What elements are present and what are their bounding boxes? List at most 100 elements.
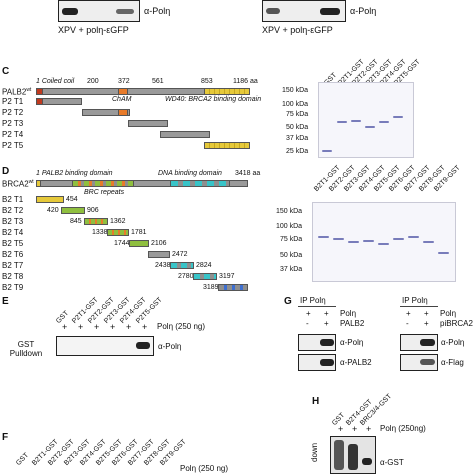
d-gel-band-4 (363, 240, 374, 242)
p2t3-bar (128, 120, 168, 127)
c-marker-50: 50 kDa (286, 124, 309, 131)
g-r-r2-c1: - (406, 319, 409, 328)
c-gel-band-p2t1 (337, 121, 347, 123)
panel-d-letter: D (2, 166, 10, 177)
g-ip-right: IP Polη (402, 296, 428, 305)
panel-f-letter: F (2, 432, 9, 443)
top-left-blot (58, 0, 140, 22)
h-band-lane1 (334, 440, 344, 470)
d-gel-band-3 (348, 241, 359, 243)
d-marker-75: 75 kDa (280, 236, 303, 243)
c-gel-band-p2t5 (393, 116, 403, 118)
c-marker-25: 25 kDa (286, 148, 309, 155)
panel-c-row-1: P2 T1 (2, 97, 24, 106)
h-blot-label: α-GST (380, 458, 404, 467)
g-l-r2-c2: + (324, 319, 329, 328)
g-right-band-2 (420, 359, 435, 365)
b2t6-bar (148, 251, 170, 258)
top-right-blot (262, 0, 346, 22)
g-right-blot-label-1: α-Polη (441, 338, 465, 347)
top-left-caption: XPV + polη-εGFP (58, 25, 129, 35)
panel-d-row-9: B2 T9 (2, 283, 24, 292)
top-right-band (266, 8, 280, 14)
b2t3-start: 845 (70, 218, 82, 225)
top-right-blot-label: α-Polη (350, 6, 377, 16)
g-l-r2-c1: - (306, 319, 309, 328)
c-marker-100: 100 kDa (282, 101, 309, 108)
b2t8-bar (193, 273, 217, 280)
p2t5-bar (204, 142, 250, 149)
g-left-band-2 (320, 359, 334, 366)
f-treatment: Polη (250 ng) (180, 464, 229, 473)
b2t4-bar (107, 229, 129, 236)
panel-c-letter: C (2, 66, 10, 77)
e-treatment: Polη (250 ng) (157, 322, 206, 331)
panel-c-pos-853: 853 (201, 78, 213, 85)
b2t8-end: 3197 (219, 273, 235, 280)
panel-c-row-3: P2 T3 (2, 119, 24, 128)
panel-d-row-3: B2 T3 (2, 217, 24, 226)
g-left-band-1 (320, 339, 334, 346)
c-marker-75: 75 kDa (286, 111, 309, 118)
h-band-lane2 (348, 444, 358, 470)
c-gel-band-gst (322, 150, 332, 152)
g-l-r1-name: Polη (340, 309, 357, 318)
panel-d-row-5: B2 T5 (2, 239, 24, 248)
b2t4-end: 1781 (131, 229, 147, 236)
panel-d-row-8: B2 T8 (2, 272, 24, 281)
g-ip-left: IP Polη (300, 296, 326, 305)
g-left-blot-label-1: α-Polη (340, 338, 364, 347)
panel-d-domain-dna: DNA binding domain (158, 170, 222, 177)
d-marker-150: 150 kDa (276, 208, 303, 215)
d-gel-band-8 (423, 241, 434, 243)
c-gel-band-p2t4 (379, 121, 389, 123)
panel-c-wt-sup: wt (26, 87, 32, 93)
g-l-r1-c1: + (306, 309, 311, 318)
panel-c-domain-wd40: WD40: BRCA2 binding domain (165, 96, 262, 103)
panel-c-pos-372: 372 (118, 78, 130, 85)
b2t2-bar (61, 207, 85, 214)
panel-e-letter: E (2, 296, 9, 307)
panel-d-row-1: B2 T1 (2, 195, 24, 204)
panel-d-length: 3418 aa (235, 170, 261, 177)
d-gel-band-7 (408, 236, 419, 238)
e-plus-2: + (94, 322, 100, 332)
e-plus-5: + (142, 322, 148, 332)
e-plus-0: + (62, 322, 68, 332)
e-plus-1: + (78, 322, 84, 332)
panel-c-row-4: P2 T4 (2, 130, 24, 139)
b2t9-start: 3189 (203, 284, 219, 291)
p2t1-coiled (36, 98, 43, 105)
g-right-blot-label-2: α-Flag (441, 358, 464, 367)
g-left-blot-label-2: α-PALB2 (340, 358, 372, 367)
b2t5-start: 1744 (114, 240, 130, 247)
panel-c-wt-label: PALB2wt (2, 87, 31, 97)
p2t2-bar (82, 109, 130, 116)
panel-g-letter: G (284, 296, 292, 307)
c-gel-band-p2t3 (365, 126, 375, 128)
panel-e-blot (56, 336, 154, 356)
h-band-lane3 (362, 458, 372, 465)
h-plus-1: + (352, 424, 358, 434)
panel-c-pos-1186: 1186 aa (233, 78, 258, 85)
d-marker-50: 50 kDa (280, 252, 303, 259)
brca2-palb2-domain (36, 180, 41, 187)
palb2-cham-domain (118, 88, 128, 95)
b2t7-end: 2824 (196, 262, 212, 269)
panel-d-row-6: B2 T6 (2, 250, 24, 259)
panel-d-wt-sup: wt (28, 179, 34, 185)
d-gel-band-6 (393, 238, 404, 240)
panel-d-row-2: B2 T2 (2, 206, 24, 215)
e-blot-label: α-Polη (158, 342, 182, 351)
top-left-band-2 (116, 9, 134, 14)
d-gel-band-5 (378, 243, 389, 245)
panel-d-row-7: B2 T7 (2, 261, 24, 270)
panel-c-row-2: P2 T2 (2, 108, 24, 117)
panel-d-gel (312, 202, 456, 282)
g-left-blot-2 (298, 354, 336, 371)
b2t1-end: 454 (66, 196, 78, 203)
g-ip-right-line (400, 306, 438, 307)
d-marker-37: 37 kDa (280, 266, 303, 273)
panel-d-domain-palb2: 1 PALB2 binding domain (36, 170, 113, 177)
panel-c-domain-coiled: 1 Coiled coil (36, 78, 75, 85)
